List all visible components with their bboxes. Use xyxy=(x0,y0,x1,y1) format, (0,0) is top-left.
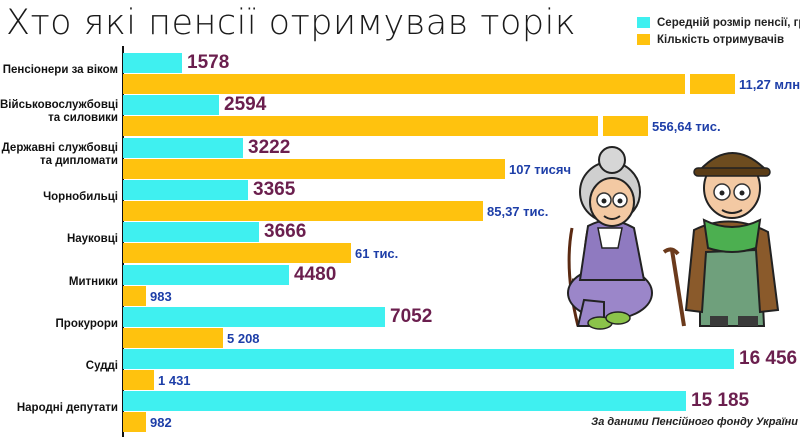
bar-pension xyxy=(123,349,734,369)
bar-recipients xyxy=(123,243,351,263)
value-label-pension: 3222 xyxy=(248,137,291,158)
value-label-recipients: 983 xyxy=(150,289,172,304)
bar-pension xyxy=(123,307,385,327)
bar-pension xyxy=(123,391,686,411)
category-label: Науковці xyxy=(66,233,118,245)
value-label-recipients: 5 208 xyxy=(227,331,260,346)
legend-item-pension: Середній розмір пенсії, грн. xyxy=(637,14,800,31)
elderly-couple-illustration xyxy=(567,146,780,330)
category-label: Митники xyxy=(68,276,118,288)
value-label-pension: 3666 xyxy=(264,221,307,242)
value-label-pension: 3365 xyxy=(253,179,296,200)
legend: Середній розмір пенсії, грн. Кількість о… xyxy=(637,14,800,48)
value-label-pension: 2594 xyxy=(224,94,267,115)
bar-pension xyxy=(123,222,259,242)
value-label-pension: 1578 xyxy=(187,52,230,73)
value-label-recipients: 85,37 тис. xyxy=(487,204,549,219)
category-label: Народні депутати xyxy=(16,402,118,414)
legend-label-count: Кількість отримувачів xyxy=(657,33,785,46)
value-label-pension: 4480 xyxy=(294,264,337,285)
legend-swatch-pension xyxy=(637,17,650,28)
value-label-pension: 15 185 xyxy=(691,390,750,411)
bar-recipients xyxy=(123,412,146,432)
value-label-recipients: 61 тис. xyxy=(355,246,399,261)
source-note: За даними Пенсійного фонду України xyxy=(591,416,798,428)
bar-pension xyxy=(123,138,243,158)
chart-title: Хто які пенсії отримував торік xyxy=(6,3,577,43)
value-label-pension: 16 456 xyxy=(739,348,798,369)
bar-pension xyxy=(123,265,289,285)
value-label-recipients: 107 тисяч xyxy=(509,162,572,177)
value-label-pension: 7052 xyxy=(390,306,433,327)
bar-pension xyxy=(123,180,248,200)
axis-break-marker xyxy=(685,74,690,94)
value-label-recipients: 982 xyxy=(150,415,172,430)
category-label: Військовослужбовці та силовики xyxy=(0,99,119,124)
axis-break-marker xyxy=(598,116,603,136)
category-label: Пенсіонери за віком xyxy=(2,64,118,76)
bar-recipients xyxy=(123,328,223,348)
value-label-recipients: 556,64 тис. xyxy=(652,119,721,134)
bar-recipients xyxy=(123,286,146,306)
legend-swatch-count xyxy=(637,34,650,45)
bar-pension xyxy=(123,53,182,73)
bar-recipients xyxy=(123,201,483,221)
legend-item-count: Кількість отримувачів xyxy=(637,31,800,48)
bar-recipients xyxy=(123,116,648,136)
grandmother-figure xyxy=(567,146,653,330)
category-label: Чорнобильці xyxy=(43,191,118,203)
bar-recipients xyxy=(123,159,505,179)
legend-label-pension: Середній розмір пенсії, грн. xyxy=(657,16,800,29)
bar-pension xyxy=(123,95,219,115)
bar-recipients xyxy=(123,74,735,94)
value-label-recipients: 11,27 млн. xyxy=(739,77,800,92)
bar-recipients xyxy=(123,370,154,390)
category-label: Судді xyxy=(85,360,118,372)
value-label-recipients: 1 431 xyxy=(158,373,191,388)
grandfather-figure xyxy=(662,152,780,327)
category-label: Державні службовці та дипломати xyxy=(1,142,118,167)
category-label: Прокурори xyxy=(55,318,118,330)
